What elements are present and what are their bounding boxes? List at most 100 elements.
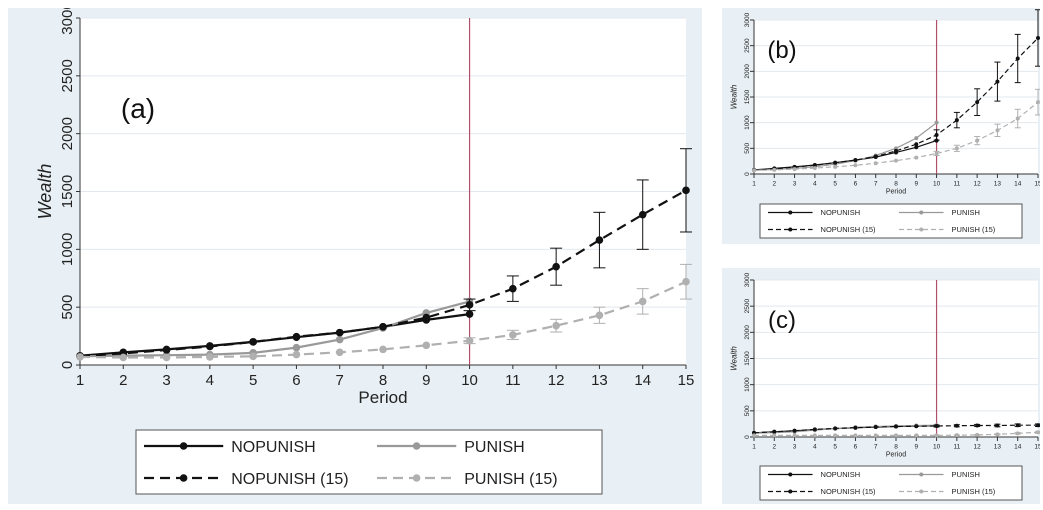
data-point (995, 128, 1000, 133)
y-tick-label: 500 (744, 143, 751, 154)
data-point (995, 432, 1000, 437)
legend-label: NOPUNISH (15) (821, 487, 877, 496)
data-point (873, 154, 878, 159)
x-tick-label: 9 (422, 372, 430, 389)
legend-label: NOPUNISH (821, 208, 861, 217)
data-point (914, 136, 919, 141)
data-point (934, 132, 939, 137)
data-point (853, 433, 858, 438)
y-tick-label: 2000 (744, 325, 751, 340)
y-tick-label: 1000 (59, 233, 76, 266)
data-point (914, 155, 919, 160)
data-point (914, 424, 919, 429)
x-tick-label: 11 (953, 181, 960, 188)
x-tick-label: 2 (772, 181, 776, 188)
data-point (1015, 423, 1020, 428)
data-point (752, 433, 756, 438)
legend-label: NOPUNISH (15) (821, 225, 877, 234)
data-point (894, 148, 898, 153)
x-tick-label: 5 (833, 444, 837, 451)
data-point (873, 161, 878, 166)
data-point (1036, 423, 1040, 428)
y-tick-label: 2000 (59, 117, 76, 150)
data-point (335, 328, 344, 337)
legend-label: PUNISH (15) (464, 471, 557, 488)
x-tick-label: 3 (793, 444, 797, 451)
y-tick-label: 1500 (59, 175, 76, 208)
series-line-1 (79, 300, 470, 358)
data-point (894, 433, 898, 438)
legend-marker (788, 227, 793, 232)
y-tick-label: 2500 (744, 38, 751, 53)
x-axis-label: Period (886, 452, 906, 459)
data-point (335, 348, 344, 357)
x-tick-label: 13 (994, 444, 1002, 451)
data-point (914, 142, 919, 147)
legend-label: PUNISH (15) (952, 225, 996, 234)
data-point (509, 331, 517, 339)
data-point (76, 353, 84, 361)
x-tick-label: 8 (379, 372, 387, 389)
x-tick-label: 10 (461, 372, 478, 389)
panel-c: 0 500 1000 1500 2000 2500 3000 1 2 3 4 5 6 7 8 9 10 11 12 1… (722, 268, 1040, 504)
data-point (812, 433, 817, 438)
legend-box (759, 203, 1023, 239)
x-tick-label: 7 (874, 181, 878, 188)
x-tick-label: 14 (634, 372, 651, 389)
data-point (792, 167, 797, 172)
x-tick-label: 4 (206, 372, 214, 389)
y-tick-label: 3000 (59, 8, 76, 35)
data-point (894, 158, 898, 163)
data-point (1015, 116, 1020, 121)
legend-marker (788, 210, 793, 215)
data-point (934, 424, 939, 429)
y-axis-label: Wealth (35, 164, 55, 220)
data-point (162, 353, 171, 362)
x-tick-label: 15 (678, 372, 695, 389)
x-tick-label: 5 (833, 181, 837, 188)
x-tick-label: 7 (874, 444, 878, 451)
y-tick-label: 0 (744, 172, 751, 176)
x-tick-label: 6 (854, 181, 858, 188)
data-point (292, 343, 301, 352)
data-point (853, 158, 858, 163)
data-point (833, 426, 838, 431)
legend-marker (179, 442, 188, 450)
legend-marker (412, 474, 421, 482)
data-point (292, 350, 301, 359)
x-tick-label: 4 (813, 181, 817, 188)
data-point (638, 210, 647, 219)
x-tick-label: 15 (1034, 444, 1040, 451)
y-axis-label: Wealth (730, 346, 739, 371)
legend-marker (788, 489, 793, 494)
x-tick-label: 6 (292, 372, 300, 389)
legend-marker (919, 210, 924, 215)
x-tick-label: 6 (854, 444, 858, 451)
data-point (422, 341, 431, 350)
data-point (914, 145, 919, 150)
data-point (833, 160, 838, 165)
data-point (934, 151, 939, 156)
legend-box (135, 429, 603, 495)
legend-label: PUNISH (952, 470, 980, 479)
data-point (1015, 431, 1020, 436)
x-tick-label: 15 (1034, 181, 1040, 188)
data-point (894, 424, 898, 429)
y-tick-label: 2000 (744, 64, 751, 79)
data-point (206, 353, 214, 361)
data-point (119, 353, 128, 362)
data-point (595, 311, 604, 320)
data-point (162, 346, 171, 354)
data-point (954, 146, 959, 151)
data-point (1036, 430, 1040, 435)
legend-label: PUNISH (15) (952, 487, 996, 496)
series-line-2 (753, 37, 1039, 171)
data-point (752, 168, 756, 173)
data-point (465, 301, 474, 309)
x-tick-label: 12 (548, 372, 565, 389)
series-line-1 (753, 122, 937, 171)
legend-box (759, 465, 1023, 501)
data-point (873, 425, 878, 430)
